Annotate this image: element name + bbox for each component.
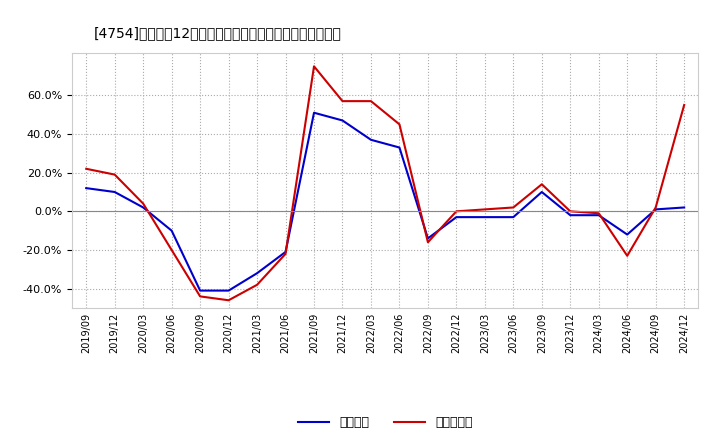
経常利益 xyxy=(282,249,290,255)
当期純利益 xyxy=(595,211,603,216)
経常利益 xyxy=(509,214,518,220)
経常利益 xyxy=(595,213,603,218)
経常利益 xyxy=(253,271,261,276)
経常利益 xyxy=(423,236,432,241)
Line: 経常利益: 経常利益 xyxy=(86,113,684,290)
経常利益 xyxy=(480,214,489,220)
当期純利益 xyxy=(452,209,461,214)
当期純利益 xyxy=(652,205,660,210)
当期純利益 xyxy=(82,166,91,172)
当期純利益 xyxy=(537,182,546,187)
当期純利益 xyxy=(110,172,119,177)
経常利益 xyxy=(82,186,91,191)
経常利益 xyxy=(225,288,233,293)
当期純利益 xyxy=(338,99,347,104)
当期純利益 xyxy=(395,122,404,127)
経常利益 xyxy=(652,207,660,212)
当期純利益 xyxy=(139,201,148,206)
当期純利益 xyxy=(366,99,375,104)
当期純利益 xyxy=(509,205,518,210)
経常利益 xyxy=(680,205,688,210)
経常利益 xyxy=(452,214,461,220)
当期純利益 xyxy=(196,294,204,299)
経常利益 xyxy=(167,228,176,233)
経常利益 xyxy=(196,288,204,293)
経常利益 xyxy=(366,137,375,143)
Legend: 経常利益, 当期純利益: 経常利益, 当期純利益 xyxy=(293,411,477,434)
当期純利益 xyxy=(480,207,489,212)
当期純利益 xyxy=(225,297,233,303)
経常利益 xyxy=(338,118,347,123)
経常利益 xyxy=(537,189,546,194)
当期純利益 xyxy=(310,64,318,69)
当期純利益 xyxy=(167,247,176,253)
経常利益 xyxy=(139,205,148,210)
経常利益 xyxy=(110,189,119,194)
当期純利益 xyxy=(623,253,631,258)
当期純利益 xyxy=(680,103,688,108)
Text: [4754]　利益の12か月移動合計の対前年同期増減率の推移: [4754] 利益の12か月移動合計の対前年同期増減率の推移 xyxy=(94,26,341,40)
当期純利益 xyxy=(423,240,432,245)
経常利益 xyxy=(310,110,318,115)
経常利益 xyxy=(566,213,575,218)
当期純利益 xyxy=(566,209,575,214)
経常利益 xyxy=(395,145,404,150)
当期純利益 xyxy=(282,251,290,257)
Line: 当期純利益: 当期純利益 xyxy=(86,66,684,300)
経常利益 xyxy=(623,232,631,237)
当期純利益 xyxy=(253,282,261,287)
